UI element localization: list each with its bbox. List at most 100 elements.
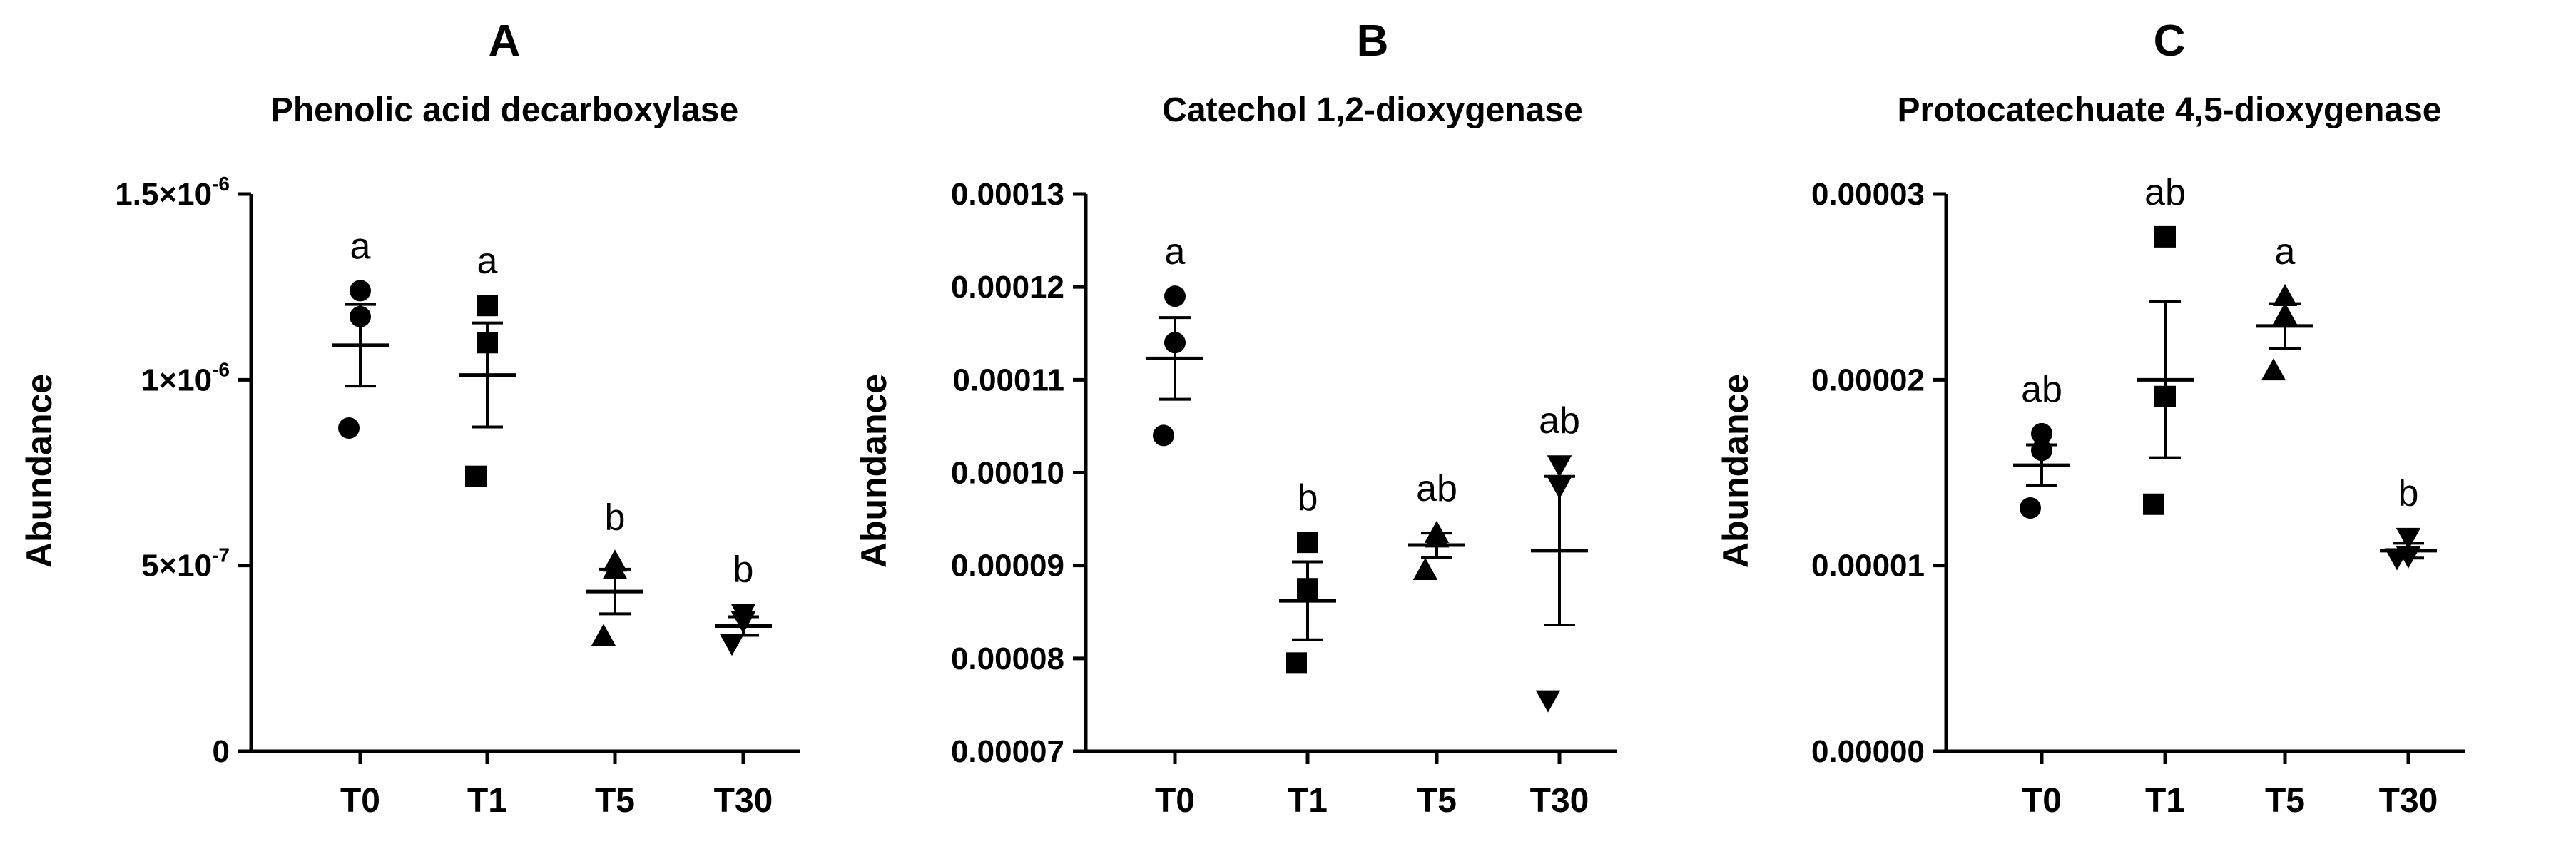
y-tick-label: 0.00008 <box>951 641 1064 676</box>
y-tick-label-exponent: -6 <box>212 358 230 380</box>
significance-letter: b <box>733 549 754 590</box>
data-point-triangle-up <box>2272 283 2298 306</box>
y-tick-label: 0.00012 <box>951 270 1064 305</box>
y-tick-label-base: 0.00003 <box>1811 177 1925 212</box>
data-point-circle <box>1153 424 1174 447</box>
x-tick-label: T30 <box>2379 782 2438 820</box>
data-point-circle <box>350 280 371 302</box>
y-tick-label-base: 0.00011 <box>952 362 1064 397</box>
x-tick-label: T5 <box>1417 782 1457 820</box>
data-point-triangle-up <box>591 624 616 646</box>
data-point-triangle-down <box>2384 548 2410 571</box>
significance-letter: b <box>2398 473 2419 514</box>
data-point-triangle-down <box>730 611 756 634</box>
x-tick-label: T0 <box>340 782 380 820</box>
data-point-triangle-down <box>1535 690 1561 713</box>
y-tick-label-exponent: -7 <box>212 544 230 566</box>
significance-letter: ab <box>1539 400 1580 442</box>
y-tick-label-base: 0.00008 <box>951 641 1064 676</box>
data-point-square <box>1297 578 1318 600</box>
significance-letter: ab <box>2021 369 2062 410</box>
data-point-square <box>465 465 487 487</box>
data-point-triangle-up <box>2272 302 2298 325</box>
data-point-triangle-up <box>1424 525 1450 548</box>
panel-c: C Protocatechuate 4,5-dioxygenase Abunda… <box>1716 16 2465 820</box>
y-tick-label-base: 0.00012 <box>951 270 1064 305</box>
y-tick-label: 1.5×10-6 <box>115 173 230 212</box>
x-tick-label: T0 <box>2022 782 2062 820</box>
y-axis-label: Abundance <box>19 374 59 568</box>
x-tick-label: T5 <box>2265 782 2305 820</box>
data-point-square <box>477 295 498 317</box>
data-point-triangle-down <box>2396 527 2421 550</box>
significance-letter: a <box>1165 231 1186 273</box>
data-point-circle <box>338 417 360 439</box>
data-point-triangle-up <box>1412 557 1438 580</box>
data-point-triangle-down <box>1547 455 1572 478</box>
data-point-square <box>1297 532 1318 554</box>
y-tick-label: 0.00002 <box>1811 362 1925 397</box>
data-point-square <box>1286 652 1307 674</box>
panel-b: B Catechol 1,2-dioxygenase Abundance 0.0… <box>854 16 1617 820</box>
chart-title: Phenolic acid decarboxylase <box>270 91 738 129</box>
significance-letter: ab <box>1416 468 1457 509</box>
y-tick-label-exponent: -6 <box>212 173 230 195</box>
y-axis-label: Abundance <box>854 374 894 568</box>
x-tick-label: T1 <box>2145 782 2185 820</box>
significance-letter: b <box>605 497 626 538</box>
data-point-circle <box>2031 422 2052 444</box>
data-point-circle <box>2020 497 2041 519</box>
x-tick-label: T5 <box>595 782 635 820</box>
y-tick-label-base: 0 <box>213 734 230 769</box>
x-tick-label: T1 <box>467 782 507 820</box>
data-point-square <box>477 332 498 354</box>
data-point-circle <box>350 305 371 327</box>
data-point-triangle-down <box>1547 477 1572 499</box>
y-tick-label-base: 0.00013 <box>951 177 1064 212</box>
data-point-square <box>2154 225 2176 248</box>
x-tick-label: T1 <box>1288 782 1328 820</box>
panel-letter: A <box>489 16 521 66</box>
data-point-square <box>2143 493 2164 515</box>
y-tick-label-base: 1×10 <box>141 362 212 397</box>
x-tick-label: T30 <box>714 782 773 820</box>
y-axis-label: Abundance <box>1716 374 1756 568</box>
y-tick-label: 0 <box>213 734 230 769</box>
y-tick-label: 0.00011 <box>952 362 1064 397</box>
y-tick-label-base: 5×10 <box>141 549 212 584</box>
y-tick-label: 5×10-7 <box>141 544 230 584</box>
panel-a: A Phenolic acid decarboxylase Abundance … <box>19 16 800 820</box>
y-tick-label-base: 0.00009 <box>951 549 1064 584</box>
chart-title: Protocatechuate 4,5-dioxygenase <box>1898 91 2442 129</box>
y-tick-label-base: 0.00001 <box>1811 549 1925 584</box>
y-tick-label-base: 1.5×10 <box>115 177 212 212</box>
y-tick-label: 0.00000 <box>1811 734 1925 769</box>
y-tick-label-base: 0.00002 <box>1811 362 1925 397</box>
significance-letter: ab <box>2144 172 2186 213</box>
significance-letter: a <box>2275 231 2296 273</box>
y-tick-label: 0.00010 <box>951 456 1064 491</box>
chart-title: Catechol 1,2-dioxygenase <box>1162 91 1583 129</box>
y-tick-label: 0.00013 <box>951 177 1064 212</box>
y-tick-label: 0.00007 <box>951 734 1064 769</box>
x-tick-label: T0 <box>1155 782 1195 820</box>
y-tick-label: 0.00003 <box>1811 177 1925 212</box>
data-point-triangle-up <box>602 556 628 579</box>
data-point-circle <box>1164 285 1186 307</box>
data-point-triangle-up <box>2261 358 2286 381</box>
data-point-triangle-down <box>719 634 745 656</box>
significance-letter: a <box>350 225 371 267</box>
y-tick-label-base: 0.00007 <box>951 734 1064 769</box>
y-tick-label: 0.00001 <box>1811 549 1925 584</box>
panel-letter: B <box>1357 16 1389 66</box>
data-point-circle <box>2031 439 2052 462</box>
y-tick-label: 0.00009 <box>951 549 1064 584</box>
data-point-square <box>2154 385 2176 407</box>
y-tick-label-base: 0.00000 <box>1811 734 1925 769</box>
significance-letter: b <box>1298 477 1318 519</box>
x-tick-label: T30 <box>1530 782 1589 820</box>
data-point-circle <box>1164 332 1186 354</box>
panel-letter: C <box>2154 16 2186 66</box>
significance-letter: a <box>477 240 498 282</box>
